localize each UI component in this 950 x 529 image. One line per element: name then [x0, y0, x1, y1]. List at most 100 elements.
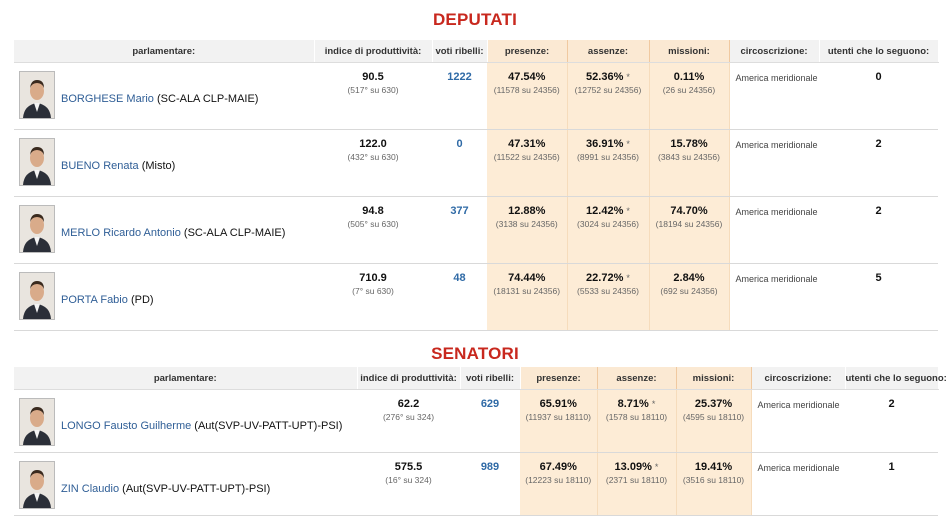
followers-count: 0: [875, 71, 882, 83]
absence-note-marker[interactable]: *: [654, 462, 659, 472]
table-header: parlamentare: indice di produttività: vo…: [14, 367, 947, 390]
col-utenti[interactable]: utenti che lo seguono:: [819, 40, 939, 63]
presence-detail: (3138 su 24356): [495, 219, 558, 229]
mission-detail: (26 su 24356): [662, 85, 716, 95]
productivity-rank: (517° su 630): [347, 85, 399, 95]
rebel-votes-link[interactable]: 0: [456, 138, 463, 150]
productivity-value: 94.8: [362, 205, 384, 217]
senatori-table: parlamentare: indice di produttività: vo…: [14, 367, 947, 516]
mission-value: 0.11%: [673, 71, 705, 83]
productivity-rank: (276° su 324): [382, 412, 435, 422]
table-row: BUENO Renata (Misto) 122.0 (432° su 630)…: [14, 129, 938, 197]
productivity-rank: (16° su 324): [385, 475, 432, 485]
member-party: (SC-ALA CLP-MAIE): [183, 227, 286, 239]
member-photo[interactable]: [19, 71, 55, 119]
member-photo[interactable]: [19, 398, 55, 446]
col-parlamentare[interactable]: parlamentare:: [14, 40, 315, 63]
constituency: America meridionale: [735, 140, 818, 150]
col-produttivita[interactable]: indice di produttività:: [357, 367, 461, 390]
presence-value: 65.91%: [539, 398, 577, 410]
table-row: LONGO Fausto Guilherme (Aut(SVP-UV-PATT-…: [14, 389, 938, 453]
absence-note-marker[interactable]: *: [626, 206, 630, 216]
rebel-votes-link[interactable]: 48: [453, 272, 466, 284]
presence-value: 47.54%: [508, 71, 546, 83]
col-produttivita[interactable]: indice di produttività:: [314, 40, 433, 63]
productivity-rank: (432° su 630): [347, 152, 399, 162]
member-party: (Misto): [141, 160, 176, 172]
senatori-title: SENATORI: [431, 344, 519, 363]
col-ribelli[interactable]: voti ribelli:: [432, 40, 488, 63]
productivity-rank: (505° su 630): [347, 219, 399, 229]
absence-detail: (3024 su 24356): [577, 219, 639, 229]
member-name-link[interactable]: MERLO Ricardo Antonio: [61, 227, 181, 239]
member-photo[interactable]: [19, 138, 55, 186]
member-name-link[interactable]: BORGHESE Mario: [61, 93, 154, 105]
absence-value: 8.71%: [617, 398, 649, 410]
constituency: America meridionale: [735, 207, 818, 217]
mission-detail: (3843 su 24356): [658, 152, 720, 162]
mission-value: 19.41%: [694, 461, 733, 473]
member-name-link[interactable]: PORTA Fabio: [61, 294, 128, 306]
rebel-votes-link[interactable]: 1222: [447, 71, 472, 83]
member-photo[interactable]: [19, 461, 55, 509]
col-presenze[interactable]: presenze:: [487, 40, 568, 63]
table-row: PORTA Fabio (PD) 710.9 (7° su 630) 48 74…: [14, 263, 938, 331]
member-name-link[interactable]: BUENO Renata: [61, 160, 139, 172]
member-name-link[interactable]: LONGO Fausto Guilherme: [61, 420, 192, 432]
mission-value: 2.84%: [673, 272, 705, 284]
col-parlamentare[interactable]: parlamentare:: [14, 367, 358, 390]
absence-note-marker[interactable]: *: [626, 72, 630, 82]
col-assenze[interactable]: assenze:: [597, 367, 677, 390]
productivity-value: 710.9: [359, 272, 387, 284]
deputati-title: DEPUTATI: [432, 10, 518, 29]
productivity-rank: (7° su 630): [352, 286, 394, 296]
rebel-votes-link[interactable]: 377: [450, 205, 469, 217]
table-row: MERLO Ricardo Antonio (SC-ALA CLP-MAIE) …: [14, 196, 938, 264]
rebel-votes-link[interactable]: 989: [480, 461, 500, 473]
member-photo[interactable]: [19, 205, 55, 253]
mission-detail: (18194 su 24356): [655, 219, 723, 229]
absence-value: 12.42%: [586, 205, 624, 217]
col-missioni[interactable]: missioni:: [676, 367, 752, 390]
presence-detail: (18131 su 24356): [493, 286, 561, 296]
member-name-link[interactable]: ZIN Claudio: [61, 483, 120, 495]
presence-detail: (12223 su 18110): [525, 475, 592, 485]
mission-value: 25.37%: [694, 398, 733, 410]
col-circoscrizione[interactable]: circoscrizione:: [751, 367, 846, 390]
presence-value: 74.44%: [508, 272, 546, 284]
col-assenze[interactable]: assenze:: [567, 40, 650, 63]
member-party: (PD): [130, 294, 154, 306]
absence-detail: (5533 su 24356): [577, 286, 639, 296]
col-utenti[interactable]: utenti che lo seguono:: [845, 367, 947, 390]
mission-detail: (3516 su 18110): [682, 475, 745, 485]
followers-count: 2: [888, 398, 895, 410]
absence-value: 52.36%: [586, 71, 624, 83]
constituency: America meridionale: [757, 400, 840, 410]
mission-detail: (4595 su 18110): [682, 412, 745, 422]
absence-note-marker[interactable]: *: [626, 273, 630, 283]
productivity-value: 122.0: [359, 138, 387, 150]
col-ribelli[interactable]: voti ribelli:: [460, 367, 521, 390]
absence-detail: (8991 su 24356): [577, 152, 639, 162]
productivity-value: 62.2: [397, 398, 420, 410]
absence-detail: (2371 su 18110): [605, 475, 668, 485]
absence-value: 13.09%: [614, 461, 652, 473]
presence-detail: (11937 su 18110): [525, 412, 591, 422]
member-party: (Aut(SVP-UV-PATT-UPT)-PSI): [194, 420, 343, 432]
col-missioni[interactable]: missioni:: [649, 40, 730, 63]
presence-detail: (11578 su 24356): [493, 85, 560, 95]
productivity-value: 575.5: [394, 461, 423, 473]
followers-count: 5: [875, 272, 882, 284]
absence-value: 36.91%: [586, 138, 624, 150]
followers-count: 2: [875, 205, 882, 217]
member-photo[interactable]: [19, 272, 55, 320]
absence-note-marker[interactable]: *: [651, 399, 656, 409]
senatori-table-wrap: parlamentare: indice di produttività: vo…: [14, 367, 947, 516]
col-presenze[interactable]: presenze:: [520, 367, 598, 390]
absence-note-marker[interactable]: *: [626, 139, 630, 149]
col-circoscrizione[interactable]: circoscrizione:: [729, 40, 820, 63]
absence-detail: (12752 su 24356): [574, 85, 642, 95]
table-row: ZIN Claudio (Aut(SVP-UV-PATT-UPT)-PSI) 5…: [14, 452, 938, 516]
mission-detail: (692 su 24356): [660, 286, 718, 296]
rebel-votes-link[interactable]: 629: [480, 398, 500, 410]
